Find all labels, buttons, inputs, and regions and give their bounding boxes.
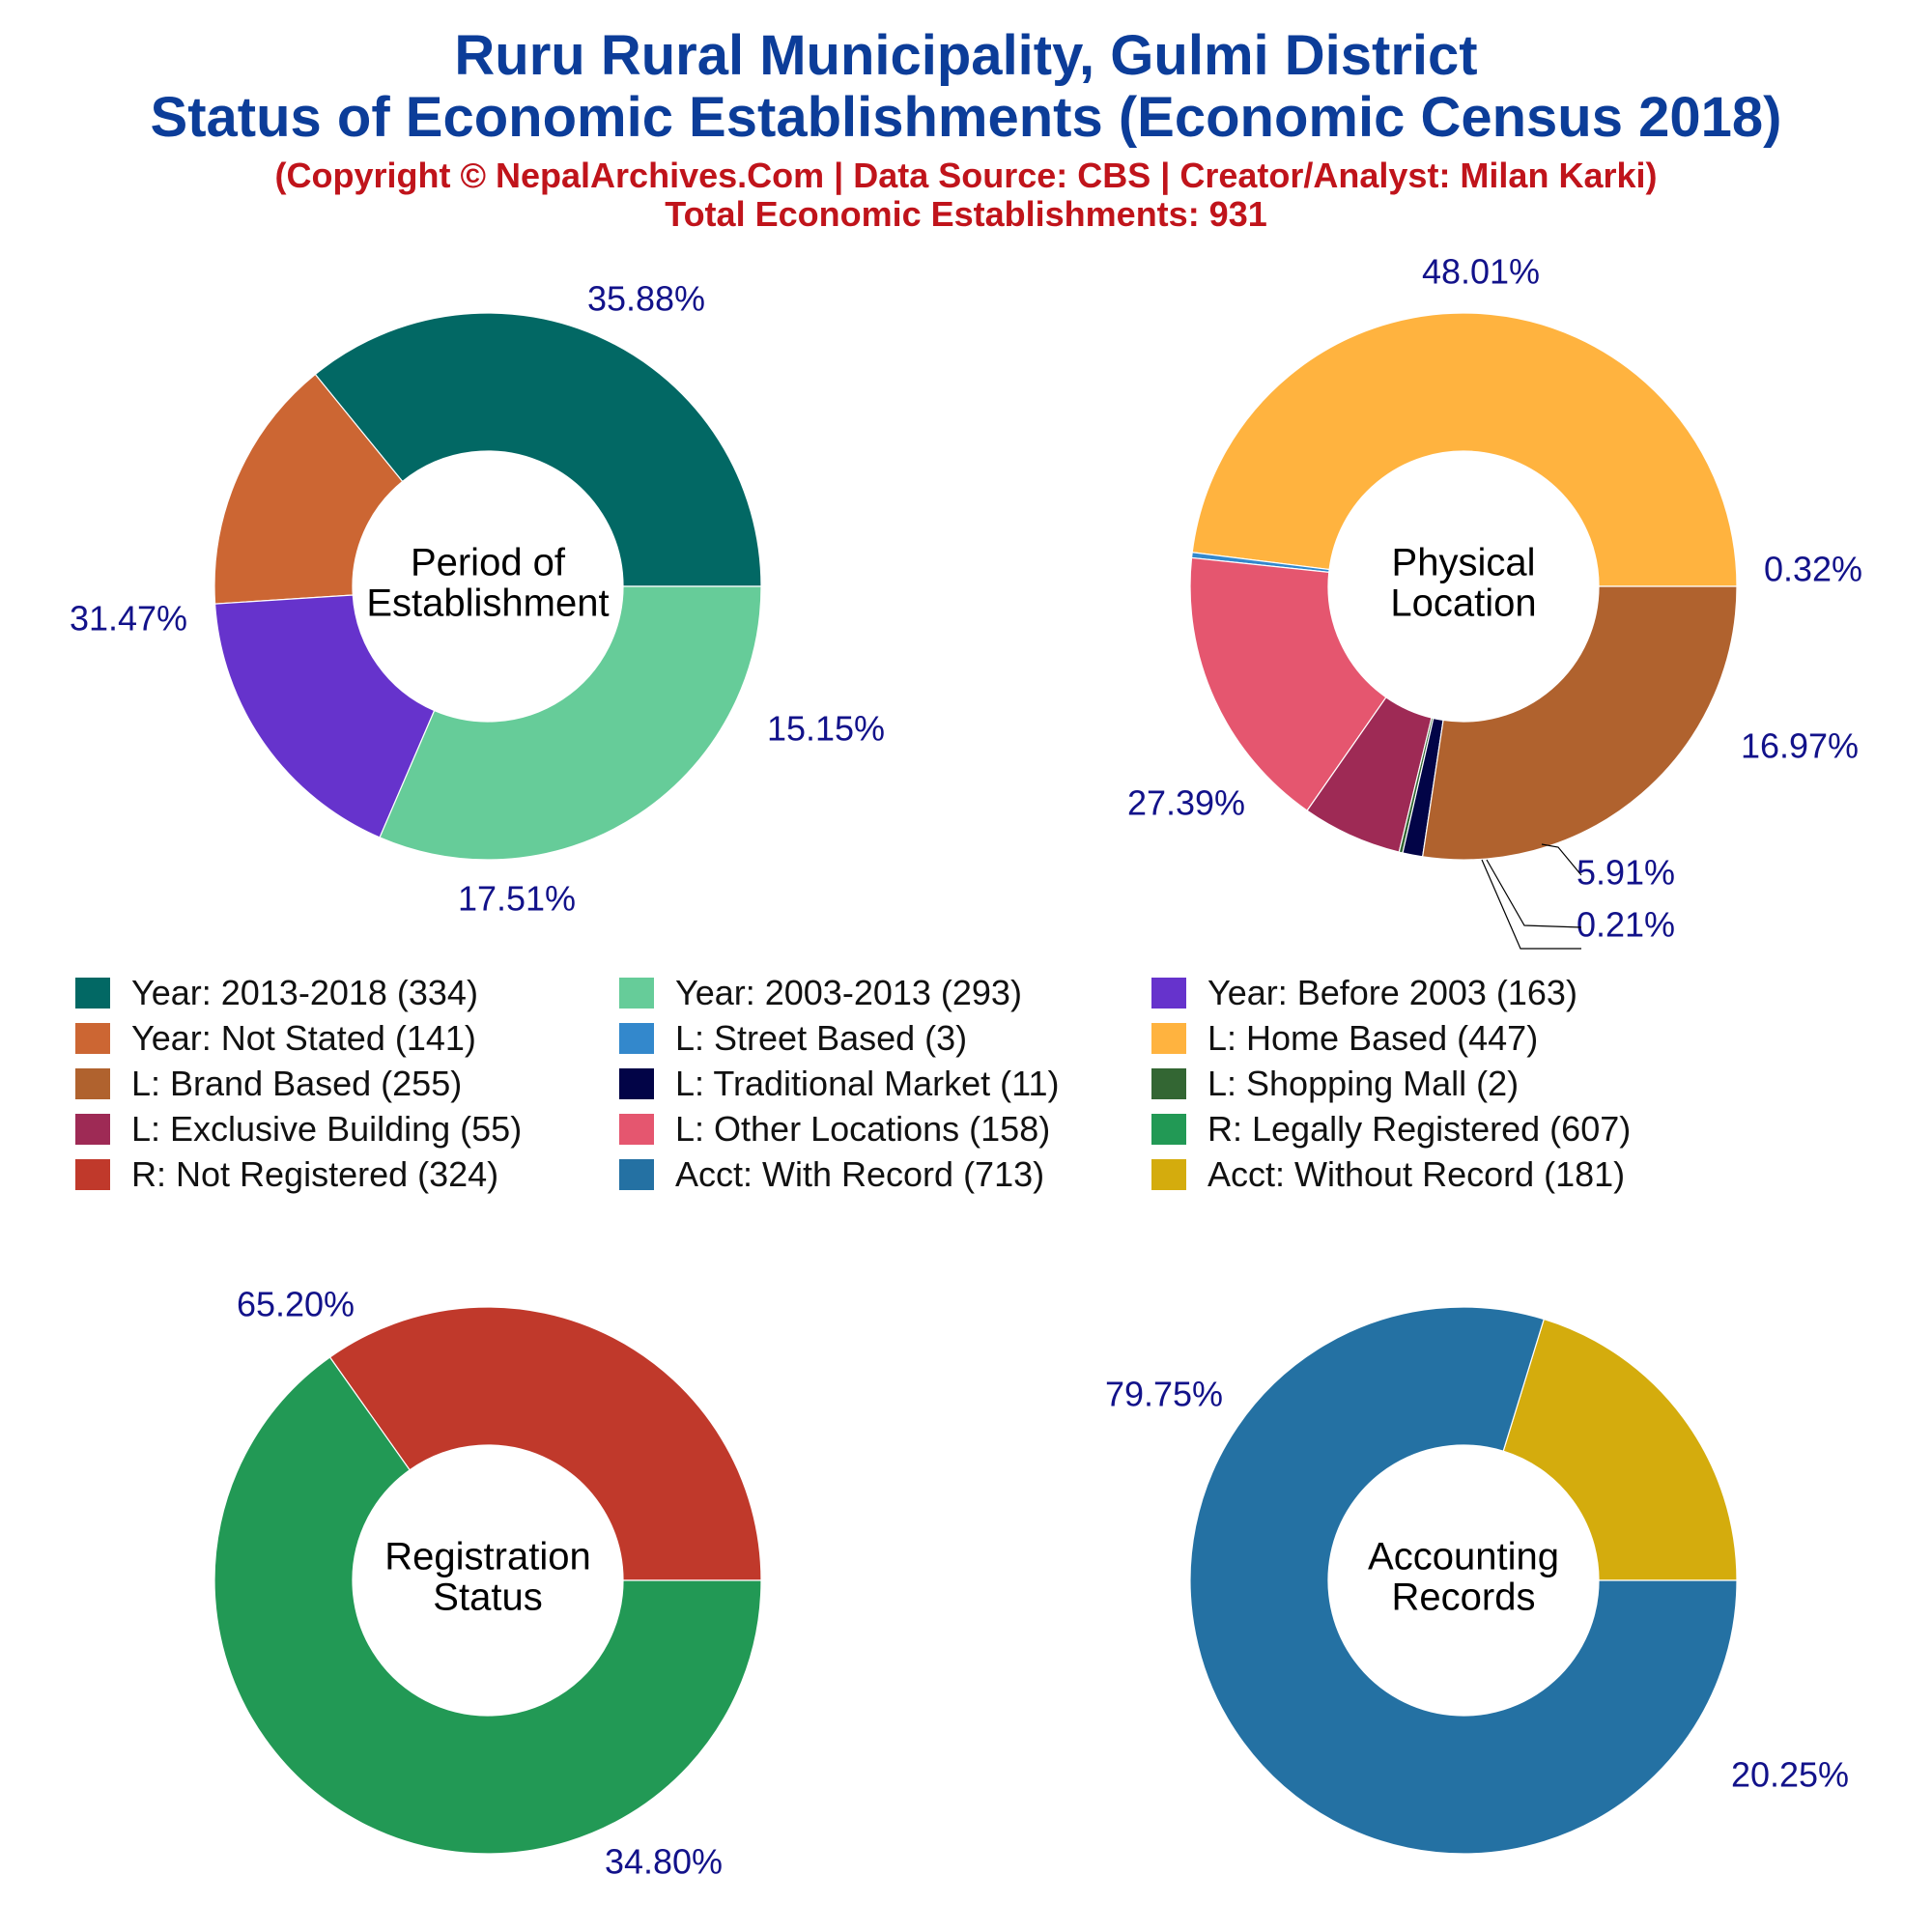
legend-label: L: Brand Based (255) xyxy=(131,1064,463,1103)
copyright-subtitle: (Copyright © NepalArchives.Com | Data So… xyxy=(274,156,1658,195)
center-label: Period of xyxy=(411,542,566,584)
total-establishments: Total Economic Establishments: 931 xyxy=(665,194,1267,234)
legend-item: R: Not Registered (324) xyxy=(75,1154,499,1194)
legend-item: L: Brand Based (255) xyxy=(75,1064,463,1103)
legend-item: L: Home Based (447) xyxy=(1151,1018,1539,1058)
legend-item: L: Street Based (3) xyxy=(619,1018,968,1058)
center-label: Status xyxy=(433,1577,542,1619)
legend-label: L: Other Locations (158) xyxy=(675,1109,1051,1149)
percent-label: 16.97% xyxy=(1741,726,1859,766)
legend-label: R: Legally Registered (607) xyxy=(1208,1109,1632,1149)
slice-r-not-registered xyxy=(328,1306,762,1581)
legend-item: Acct: Without Record (181) xyxy=(1151,1154,1626,1194)
leader-line xyxy=(1486,859,1582,928)
slice-year-not-stated xyxy=(213,373,404,605)
slice-year-2003-2013 xyxy=(379,585,762,861)
legend-label: Acct: With Record (713) xyxy=(675,1154,1045,1194)
legend-label: R: Not Registered (324) xyxy=(131,1154,499,1194)
legend-item: Year: 2003-2013 (293) xyxy=(619,973,1022,1012)
legend-label: Year: 2003-2013 (293) xyxy=(675,973,1022,1012)
percent-label: 31.47% xyxy=(70,599,187,639)
percent-label: 35.88% xyxy=(587,279,705,319)
legend-swatch xyxy=(1151,1068,1186,1099)
legend-swatch xyxy=(75,1114,110,1145)
legend-label: L: Exclusive Building (55) xyxy=(131,1109,523,1149)
legend-swatch xyxy=(619,1068,654,1099)
legend-swatch xyxy=(75,978,110,1009)
legend-label: Year: Not Stated (141) xyxy=(131,1018,476,1058)
slice-l-other-locations xyxy=(1189,556,1387,811)
center-label: Records xyxy=(1392,1577,1536,1619)
legend-label: Year: 2013-2018 (334) xyxy=(131,973,478,1012)
legend-swatch xyxy=(1151,1159,1186,1190)
slice-l-home-based xyxy=(1191,312,1738,587)
legend-swatch xyxy=(619,1114,654,1145)
slice-acct-with-record xyxy=(1189,1306,1738,1855)
slice-acct-without-record xyxy=(1502,1318,1738,1581)
legend-label: L: Home Based (447) xyxy=(1208,1018,1539,1058)
legend-item: L: Exclusive Building (55) xyxy=(75,1109,523,1149)
percent-label: 79.75% xyxy=(1105,1375,1223,1414)
slice-year-before-2003 xyxy=(213,594,436,838)
legend-swatch xyxy=(75,1023,110,1054)
chart-title-line-2: Status of Economic Establishments (Econo… xyxy=(150,86,1782,149)
percent-label: 17.51% xyxy=(458,879,576,919)
percent-label: 5.91% xyxy=(1577,853,1675,893)
legend-label: Year: Before 2003 (163) xyxy=(1208,973,1577,1012)
legend-label: L: Shopping Mall (2) xyxy=(1208,1064,1520,1103)
percent-label: 20.25% xyxy=(1731,1755,1849,1795)
percent-label: 27.39% xyxy=(1127,783,1245,823)
legend-item: Year: Before 2003 (163) xyxy=(1151,973,1577,1012)
leader-line xyxy=(1541,843,1582,876)
legend-item: L: Other Locations (158) xyxy=(619,1109,1051,1149)
legend-item: Year: Not Stated (141) xyxy=(75,1018,476,1058)
slice-r-legally-registered xyxy=(213,1356,762,1855)
legend-swatch xyxy=(75,1068,110,1099)
legend-item: L: Traditional Market (11) xyxy=(619,1064,1060,1103)
center-label: Accounting xyxy=(1368,1536,1559,1578)
percent-label: 15.15% xyxy=(767,709,885,749)
legend-swatch xyxy=(619,978,654,1009)
donut-chart-1: 35.88% 15.15% 17.51% 31.47% Period ofEstabli… xyxy=(70,279,885,919)
percent-label: 0.21% xyxy=(1577,905,1675,945)
legend-item: L: Shopping Mall (2) xyxy=(1151,1064,1520,1103)
legend-swatch xyxy=(619,1159,654,1190)
percent-label: 34.80% xyxy=(605,1842,723,1882)
legend-swatch xyxy=(1151,1114,1186,1145)
percent-label: 0.32% xyxy=(1764,550,1862,589)
donut-chart-2: 48.01% 0.32% 16.97% 5.91% 0.21% 27.39% Physica… xyxy=(1127,252,1862,950)
legend-item: R: Legally Registered (607) xyxy=(1151,1109,1632,1149)
legend-item: Acct: With Record (713) xyxy=(619,1154,1045,1194)
legend-item: Year: 2013-2018 (334) xyxy=(75,973,478,1012)
legend-swatch xyxy=(75,1159,110,1190)
center-label: Registration xyxy=(384,1536,590,1578)
center-label: Establishment xyxy=(366,582,609,625)
percent-label: 48.01% xyxy=(1422,252,1540,292)
leader-line xyxy=(1481,859,1581,950)
percent-label: 65.20% xyxy=(237,1285,355,1324)
legend-label: L: Traditional Market (11) xyxy=(675,1064,1060,1103)
legend-swatch xyxy=(1151,1023,1186,1054)
legend-swatch xyxy=(1151,978,1186,1009)
center-label: Physical xyxy=(1392,542,1536,584)
legend-label: L: Street Based (3) xyxy=(675,1018,968,1058)
chart-title-line-1: Ruru Rural Municipality, Gulmi District xyxy=(454,24,1478,87)
slice-year-2013-2018 xyxy=(314,312,762,587)
legend-swatch xyxy=(619,1023,654,1054)
center-label: Location xyxy=(1390,582,1536,625)
legend-label: Acct: Without Record (181) xyxy=(1208,1154,1626,1194)
slice-l-brand-based xyxy=(1421,585,1738,861)
